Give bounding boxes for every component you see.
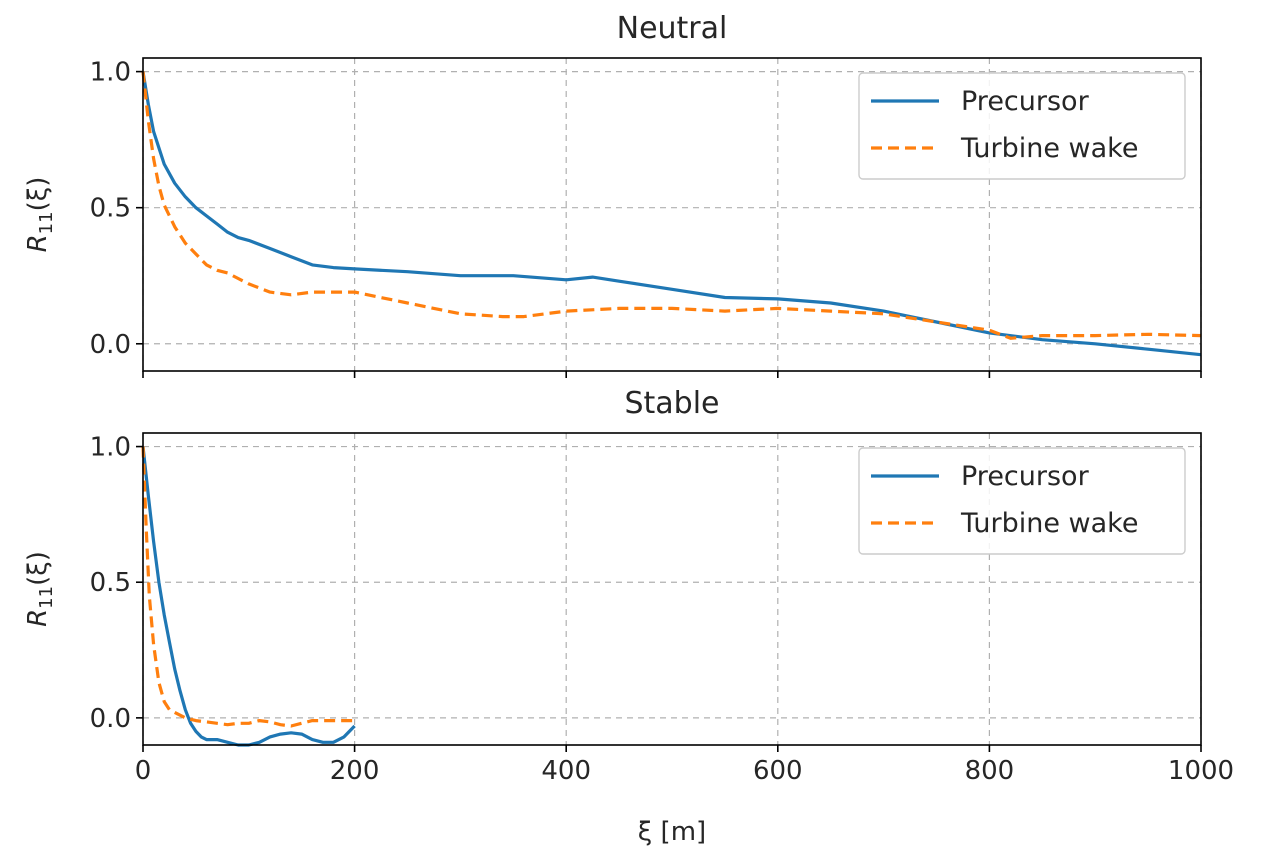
stable-x-tick-label: 400	[541, 756, 591, 786]
stable-series-turbine-wake-line	[141, 446, 355, 728]
neutral-y-tick-label: 0.5	[90, 194, 131, 224]
neutral-series-turbine-wake-line	[141, 71, 1202, 340]
stable-plot-frame	[142, 432, 1202, 746]
stable-series-group	[141, 446, 356, 747]
stable-legend: Precursor Turbine wake	[858, 447, 1186, 555]
neutral-legend-box	[858, 72, 1186, 180]
stable-x-tick-label: 200	[330, 756, 380, 786]
stable-ticks: 0 200 400 600 800 1000 0.0 0.5 1.0	[90, 433, 1234, 786]
stable-y-axis-label: R11(ξ)	[23, 551, 57, 627]
stable-y-tick-label: 0.0	[90, 704, 131, 734]
neutral-y-axis-label-arg: (ξ)	[23, 177, 53, 212]
neutral-series-group	[141, 71, 1202, 357]
stable-x-tick-label: 1000	[1168, 756, 1234, 786]
stable-series-precursor-line	[141, 446, 356, 747]
neutral-legend-label: Turbine wake	[960, 133, 1138, 164]
stable-y-tick-label: 1.0	[90, 433, 131, 463]
neutral-legend-label: Precursor	[961, 86, 1090, 117]
neutral-y-axis-label-main: R	[23, 234, 53, 252]
stable-panel-title: Stable	[624, 386, 719, 421]
stable-y-axis-label-sub: 11	[36, 586, 57, 609]
stable-panel: Stable 0 200 400 600 800 1000 0.0 0.5 1.0 R11(ξ)…	[23, 386, 1234, 847]
x-axis-label: ξ [m]	[638, 817, 706, 847]
neutral-panel: Neutral 0.0 0.5 1.0 R11(ξ) Precursor Turbin…	[23, 11, 1202, 378]
neutral-y-axis-label: R11(ξ)	[23, 177, 57, 253]
stable-y-tick-label: 0.5	[90, 568, 131, 598]
stable-x-tick-label: 600	[753, 756, 803, 786]
neutral-y-tick-label: 1.0	[90, 58, 131, 88]
stable-legend-label: Turbine wake	[960, 508, 1138, 539]
stable-x-tick-label: 800	[965, 756, 1015, 786]
stable-y-axis-label-arg: (ξ)	[23, 551, 53, 586]
neutral-y-axis-label-sub: 11	[36, 211, 57, 234]
neutral-panel-title: Neutral	[617, 11, 728, 46]
stable-legend-label: Precursor	[961, 461, 1090, 492]
stable-x-tick-label: 0	[135, 756, 152, 786]
neutral-plot-frame	[142, 57, 1202, 372]
neutral-legend: Precursor Turbine wake	[858, 72, 1186, 180]
stable-legend-box	[858, 447, 1186, 555]
stable-y-axis-label-main: R	[23, 609, 53, 627]
neutral-y-tick-label: 0.0	[90, 330, 131, 360]
neutral-ticks: 0.0 0.5 1.0	[90, 58, 1202, 378]
